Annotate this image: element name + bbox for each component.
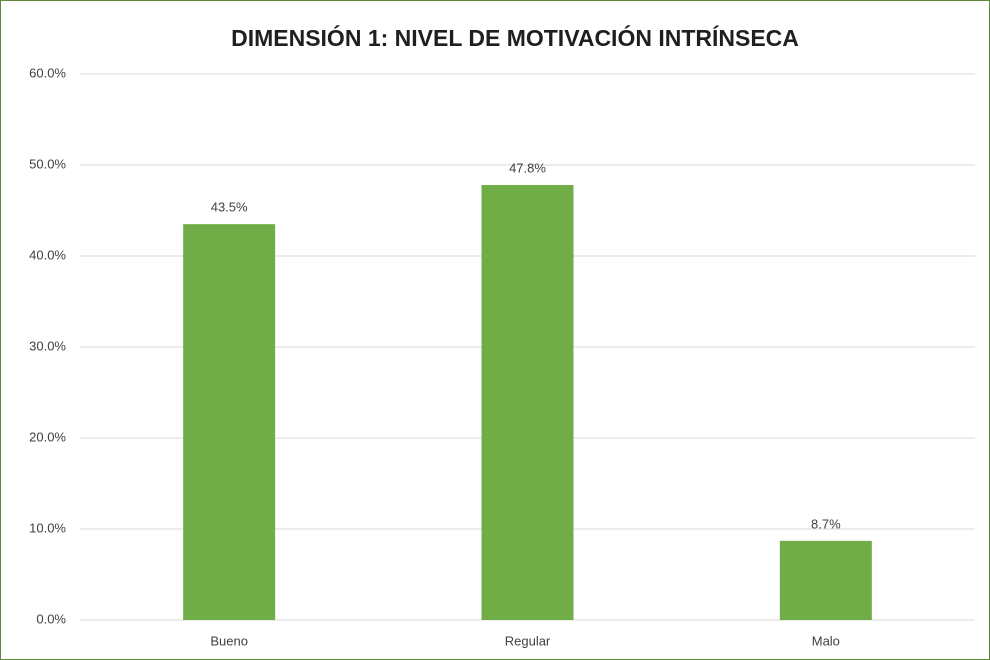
bar <box>481 185 574 620</box>
y-tick-label: 10.0% <box>29 520 66 535</box>
y-tick-label: 60.0% <box>29 65 66 80</box>
x-tick-label: Malo <box>812 633 840 648</box>
y-tick-label: 30.0% <box>29 338 66 353</box>
y-tick-label: 40.0% <box>29 247 66 262</box>
bar <box>183 224 276 620</box>
y-tick-label: 20.0% <box>29 429 66 444</box>
y-tick-label: 0.0% <box>36 611 66 626</box>
data-label: 43.5% <box>211 200 248 215</box>
x-tick-label: Bueno <box>210 633 248 648</box>
data-label: 8.7% <box>811 516 841 531</box>
y-tick-label: 50.0% <box>29 156 66 171</box>
bar <box>779 540 872 620</box>
x-tick-label: Regular <box>505 633 551 648</box>
chart-title: DIMENSIÓN 1: NIVEL DE MOTIVACIÓN INTRÍNS… <box>231 24 799 51</box>
data-label: 47.8% <box>509 160 546 175</box>
